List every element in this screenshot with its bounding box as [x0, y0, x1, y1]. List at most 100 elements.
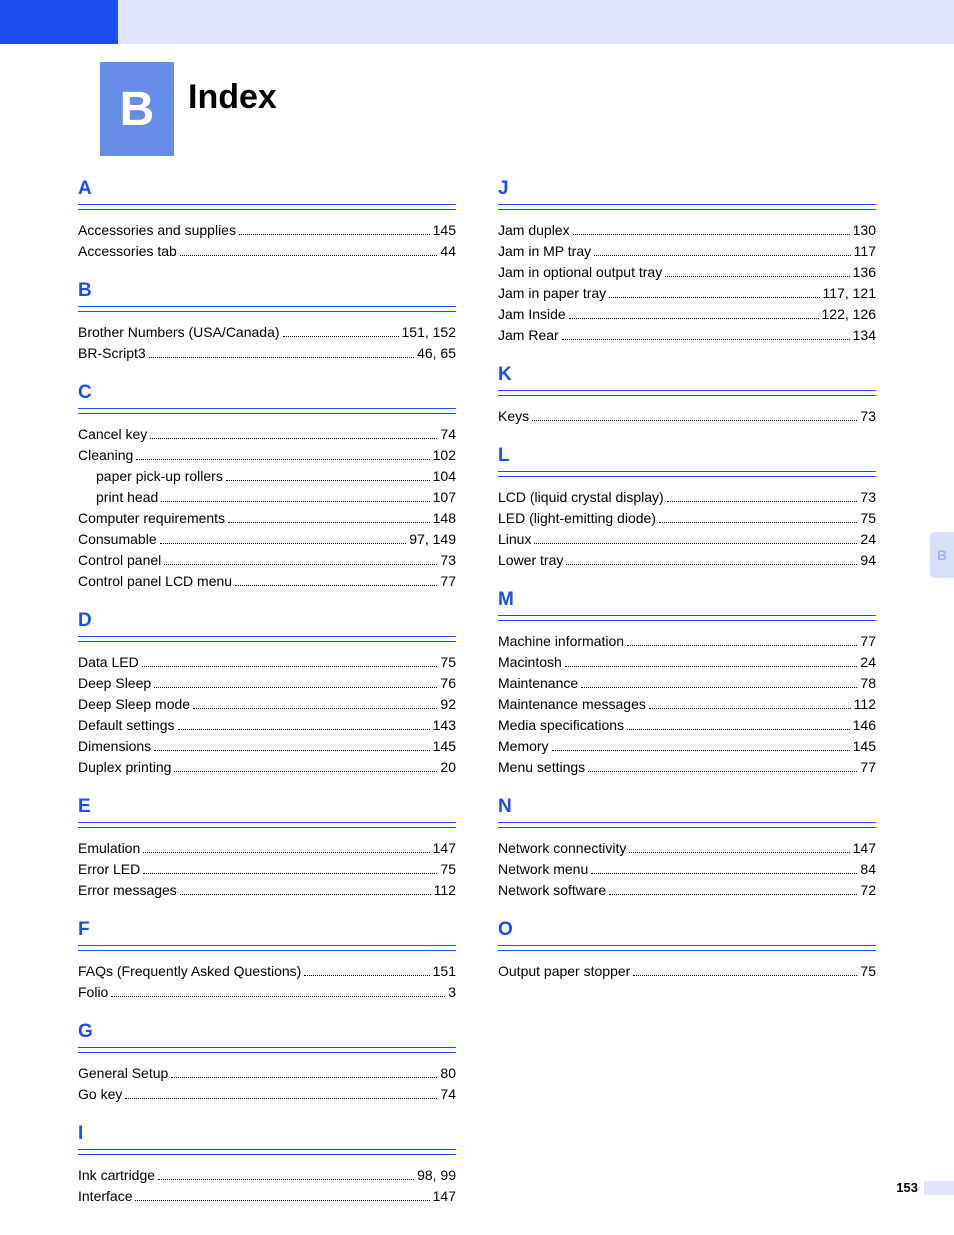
index-entry-pages: 77 [440, 571, 456, 592]
index-entry-pages: 117, 121 [823, 283, 876, 304]
index-entry[interactable]: Duplex printing20 [78, 757, 456, 778]
index-entry-pages: 147 [433, 1186, 456, 1207]
index-entry[interactable]: Error LED75 [78, 859, 456, 880]
index-entry[interactable]: Cleaning102 [78, 445, 456, 466]
index-entry[interactable]: Jam in optional output tray136 [498, 262, 876, 283]
index-entry[interactable]: Go key74 [78, 1084, 456, 1105]
index-entry-pages: 146 [853, 715, 876, 736]
index-entry[interactable]: Macintosh24 [498, 652, 876, 673]
leader-dots [609, 297, 819, 298]
index-entry[interactable]: Emulation147 [78, 838, 456, 859]
index-columns: AAccessories and supplies145Accessories … [78, 178, 876, 1207]
index-entry[interactable]: paper pick-up rollers104 [78, 466, 456, 487]
index-entry[interactable]: Control panel LCD menu 77 [78, 571, 456, 592]
index-entry[interactable]: Deep Sleep mode92 [78, 694, 456, 715]
index-entry-label: Control panel LCD menu [78, 571, 232, 592]
index-entry-label: Default settings [78, 715, 175, 736]
leader-dots [627, 645, 857, 646]
index-entry-pages: 73 [860, 406, 876, 427]
index-entry-label: Maintenance messages [498, 694, 646, 715]
index-entry-label: Jam in paper tray [498, 283, 606, 304]
section-rule [498, 393, 876, 396]
index-entry[interactable]: Jam duplex130 [498, 220, 876, 241]
index-entry[interactable]: Dimensions145 [78, 736, 456, 757]
leader-dots [158, 1179, 414, 1180]
index-entry[interactable]: Maintenance78 [498, 673, 876, 694]
leader-dots [143, 852, 429, 853]
section-rule [498, 207, 876, 210]
index-entry-pages: 24 [860, 652, 876, 673]
index-entry-label: Dimensions [78, 736, 151, 757]
index-entry[interactable]: Computer requirements148 [78, 508, 456, 529]
leader-dots [171, 1077, 437, 1078]
leader-dots [566, 564, 857, 565]
index-entry[interactable]: Accessories tab44 [78, 241, 456, 262]
index-entry[interactable]: Network menu84 [498, 859, 876, 880]
index-entry[interactable]: Data LED75 [78, 652, 456, 673]
index-entry[interactable]: Jam Rear134 [498, 325, 876, 346]
index-entry-label: Deep Sleep [78, 673, 151, 694]
index-entry[interactable]: Memory145 [498, 736, 876, 757]
index-entry-label: Ink cartridge [78, 1165, 155, 1186]
index-entry[interactable]: LED (light-emitting diode)75 [498, 508, 876, 529]
index-entry[interactable]: Jam in paper tray 117, 121 [498, 283, 876, 304]
index-entry[interactable]: Control panel73 [78, 550, 456, 571]
index-entry[interactable]: print head107 [78, 487, 456, 508]
index-entry-pages: 97, 149 [409, 529, 456, 550]
index-entry-pages: 112 [854, 694, 876, 715]
index-entry-label: Computer requirements [78, 508, 225, 529]
section-heading: O [498, 919, 876, 946]
section-rule [78, 207, 456, 210]
index-entry-label: Jam in MP tray [498, 241, 591, 262]
index-entry[interactable]: Jam in MP tray 117 [498, 241, 876, 262]
index-entry-pages: 112 [434, 880, 456, 901]
leader-dots [178, 729, 430, 730]
index-entry[interactable]: Keys73 [498, 406, 876, 427]
index-entry[interactable]: Network connectivity147 [498, 838, 876, 859]
index-entry-pages: 151 [433, 961, 456, 982]
index-entry-pages: 122, 126 [822, 304, 877, 325]
leader-dots [633, 975, 857, 976]
index-entry[interactable]: Ink cartridge98, 99 [78, 1165, 456, 1186]
index-entry[interactable]: Maintenance messages 112 [498, 694, 876, 715]
side-tab[interactable]: B [930, 532, 954, 578]
index-entry[interactable]: Cancel key74 [78, 424, 456, 445]
leader-dots [142, 666, 438, 667]
index-entry[interactable]: Machine information77 [498, 631, 876, 652]
index-entry[interactable]: Brother Numbers (USA/Canada)151, 152 [78, 322, 456, 343]
index-entry[interactable]: Linux24 [498, 529, 876, 550]
index-entry-pages: 107 [433, 487, 456, 508]
index-entry[interactable]: BR-Script346, 65 [78, 343, 456, 364]
index-entry[interactable]: Media specifications146 [498, 715, 876, 736]
index-entry-label: Lower tray [498, 550, 563, 571]
index-entry[interactable]: Accessories and supplies145 [78, 220, 456, 241]
index-entry[interactable]: Error messages112 [78, 880, 456, 901]
index-entry[interactable]: Jam Inside122, 126 [498, 304, 876, 325]
index-entry-pages: 20 [440, 757, 456, 778]
index-entry[interactable]: Lower tray94 [498, 550, 876, 571]
index-entry[interactable]: Folio3 [78, 982, 456, 1003]
index-entry-label: Go key [78, 1084, 122, 1105]
index-column-right: JJam duplex130Jam in MP tray117Jam in op… [498, 178, 876, 1207]
section-heading: M [498, 589, 876, 616]
leader-dots [565, 666, 858, 667]
index-entry[interactable]: FAQs (Frequently Asked Questions)151 [78, 961, 456, 982]
leader-dots [609, 894, 857, 895]
index-entry[interactable]: Consumable97, 149 [78, 529, 456, 550]
index-entry[interactable]: Deep Sleep76 [78, 673, 456, 694]
index-entry[interactable]: Default settings143 [78, 715, 456, 736]
leader-dots [143, 873, 437, 874]
leader-dots [594, 255, 851, 256]
leader-dots [629, 852, 849, 853]
index-entry[interactable]: Interface147 [78, 1186, 456, 1207]
index-entry-label: Folio [78, 982, 108, 1003]
index-entry-label: LCD (liquid crystal display) [498, 487, 664, 508]
index-entry[interactable]: LCD (liquid crystal display)73 [498, 487, 876, 508]
index-entry[interactable]: Output paper stopper75 [498, 961, 876, 982]
index-entry-pages: 117 [854, 241, 876, 262]
index-entry[interactable]: Menu settings77 [498, 757, 876, 778]
index-entry[interactable]: Network software72 [498, 880, 876, 901]
index-entry-pages: 147 [433, 838, 456, 859]
index-entry[interactable]: General Setup80 [78, 1063, 456, 1084]
leader-dots [136, 459, 429, 460]
